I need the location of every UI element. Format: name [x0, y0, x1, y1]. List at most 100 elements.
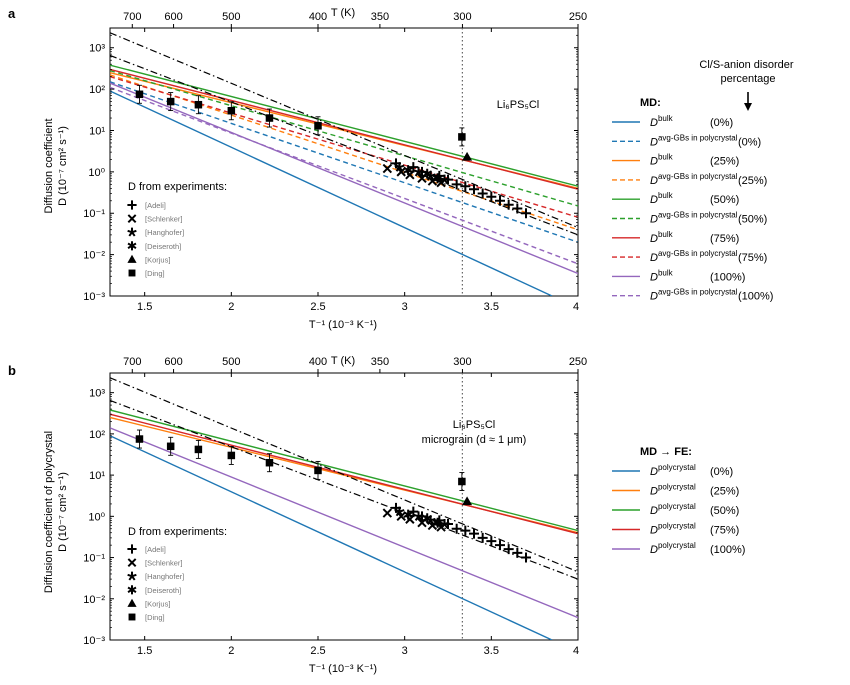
data-point-adeli — [451, 179, 462, 190]
legend-note-arrowhead — [744, 103, 752, 111]
y-tick-label: 10⁰ — [88, 511, 105, 523]
y-tick-label: 10² — [89, 84, 105, 96]
legend-label: Davg-GBs in polycrystal — [650, 211, 738, 226]
top-tick-label: 300 — [453, 11, 471, 23]
legend-marker-square — [128, 613, 136, 621]
data-point-ding — [227, 451, 236, 460]
legend-percentage: (0%) — [710, 117, 733, 129]
fe-legend-title: MD → FE: — [640, 446, 692, 458]
top-tick-label: 400 — [309, 11, 327, 23]
x-tick-label: 3.5 — [484, 645, 499, 657]
legend-percentage: (100%) — [710, 271, 745, 283]
x-tick-label: 4 — [573, 301, 579, 313]
data-point-hanghofer — [439, 174, 450, 185]
exp-legend-title: D from experiments: — [128, 526, 227, 538]
data-point-ding — [194, 100, 203, 109]
legend-entry: Dpolycrystal (100%) — [612, 541, 745, 556]
legend-entry: Davg-GBs in polycrystal (25%) — [612, 172, 767, 187]
data-point-schlenker — [382, 163, 393, 174]
panel-a: a T (K) T⁻¹ (10⁻³ K⁻¹) Diffusion coeffic… — [8, 6, 794, 331]
y-tick-label: 10³ — [89, 388, 105, 400]
data-point-ding — [194, 445, 203, 454]
series-line — [110, 435, 553, 640]
top-axis-title: T (K) — [331, 7, 355, 19]
x-tick-label: 4 — [573, 645, 579, 657]
series-line — [110, 413, 578, 535]
y-tick-label: 10¹ — [89, 470, 105, 482]
data-point-deiseroth — [403, 509, 413, 520]
md-legend-title: MD: — [640, 97, 661, 109]
exp-legend-label: [Adeli] — [145, 545, 166, 554]
fe-legend: MD → FE: Dpolycrystal (0%) Dpolycrystal (25… — [612, 446, 745, 556]
exp-legend-label: [Deiseroth] — [145, 586, 181, 595]
legend-label: Dpolycrystal — [650, 463, 696, 478]
data-point-adeli — [469, 528, 479, 539]
y-tick-label: 10³ — [89, 43, 105, 55]
legend-note-line2: percentage — [720, 73, 775, 85]
data-point-ding — [314, 466, 322, 475]
exp-legend-label: [Ding] — [145, 269, 165, 278]
legend-percentage: (50%) — [738, 214, 767, 226]
series-line — [110, 32, 578, 229]
legend-percentage: (75%) — [738, 252, 767, 264]
series-line — [110, 81, 578, 243]
legend-note-line1: Cl/S-anion disorder — [699, 59, 793, 71]
series-line — [110, 69, 578, 207]
legend-label: Davg-GBs in polycrystal — [650, 249, 738, 264]
x-tick-label: 2 — [228, 645, 234, 657]
data-point-adeli — [512, 547, 523, 558]
legend-percentage: (75%) — [710, 233, 739, 245]
y-tick-label: 10² — [89, 429, 105, 441]
data-point-hanghofer — [413, 511, 424, 521]
legend-marker-cross — [127, 558, 137, 567]
legend-percentage: (100%) — [738, 291, 773, 303]
data-point-hanghofer — [425, 170, 436, 181]
y-tick-label: 10⁻³ — [83, 291, 105, 303]
panel-label: a — [8, 6, 16, 21]
data-point-ding — [135, 90, 144, 99]
legend-entry: Davg-GBs in polycrystal (100%) — [612, 288, 773, 303]
x-tick-label: 3.5 — [484, 301, 499, 313]
data-point-ding — [227, 107, 236, 115]
exp-legend-label: [Hanghofer] — [145, 228, 184, 237]
top-tick-label: 600 — [164, 11, 182, 23]
y-tick-label: 10⁻¹ — [83, 553, 105, 565]
legend-marker-star6 — [127, 585, 137, 595]
legend-label: Dbulk — [650, 191, 674, 206]
legend-entry: Dbulk (25%) — [612, 153, 739, 168]
y-axis-title-line2: D (10⁻⁷ cm² s⁻¹) — [57, 472, 69, 552]
data-point-ding — [166, 97, 175, 106]
data-point-adeli — [486, 191, 497, 202]
top-tick-label: 350 — [371, 11, 389, 23]
panel-b: b T (K) T⁻¹ (10⁻³ K⁻¹) Diffusion coeffic… — [8, 355, 745, 675]
data-point-adeli — [495, 540, 505, 551]
data-point-korjus — [462, 496, 473, 506]
legend-label: Davg-GBs in polycrystal — [650, 172, 738, 187]
series-line — [110, 409, 578, 532]
series-line — [110, 86, 578, 265]
legend-percentage: (100%) — [710, 544, 745, 556]
legend-percentage: (25%) — [710, 486, 739, 498]
data-point-adeli — [477, 532, 488, 543]
y-tick-label: 10⁻¹ — [83, 208, 105, 220]
series-line — [110, 54, 578, 236]
top-tick-label: 600 — [164, 356, 182, 368]
data-point-adeli — [460, 525, 471, 536]
series-line — [110, 64, 578, 187]
legend-percentage: (75%) — [710, 525, 739, 537]
series-line — [110, 68, 578, 190]
data-point-adeli — [469, 184, 479, 195]
y-axis-title-line1: Diffusion coefficient — [43, 119, 55, 214]
experimental-legend: D from experiments: [Adeli] [Schlenker] [H… — [127, 526, 227, 622]
data-point-ding — [265, 114, 274, 122]
top-tick-label: 350 — [371, 356, 389, 368]
exp-legend-label: [Schlenker] — [145, 559, 183, 568]
data-point-adeli — [521, 552, 531, 563]
data-point-ding — [265, 458, 274, 467]
series-line — [110, 377, 578, 573]
legend-entry: Dbulk (50%) — [612, 191, 739, 206]
data-point-adeli — [477, 188, 488, 199]
legend-entry: Dpolycrystal (50%) — [612, 502, 739, 517]
bottom-axis-title: T⁻¹ (10⁻³ K⁻¹) — [309, 663, 377, 675]
